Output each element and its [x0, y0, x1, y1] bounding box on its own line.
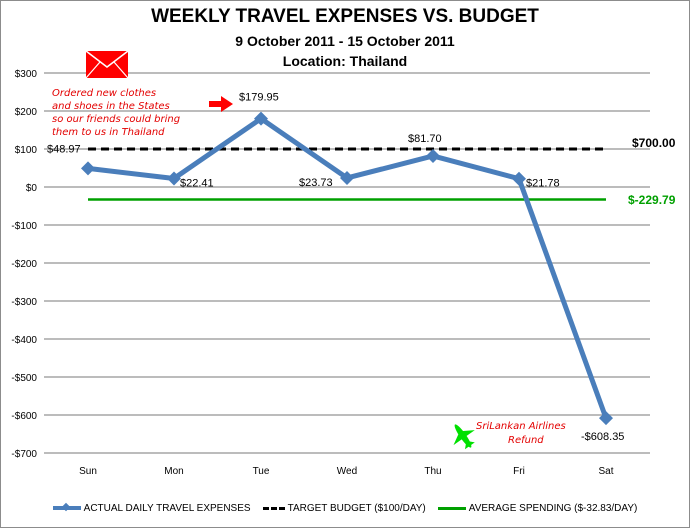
x-tick-label: Sun — [79, 466, 97, 477]
data-point-marker — [340, 170, 354, 185]
x-tick-label: Mon — [164, 466, 183, 477]
chart-title: WEEKLY TRAVEL EXPENSES VS. BUDGET — [151, 6, 539, 27]
legend-label-actual: ACTUAL DAILY TRAVEL EXPENSES — [83, 502, 251, 514]
data-point-marker — [81, 161, 95, 176]
legend-item-actual: ACTUAL DAILY TRAVEL EXPENSES — [52, 502, 251, 514]
chart-subtitle-location: Location: Thailand — [282, 53, 408, 69]
data-label: -$608.35 — [581, 431, 624, 443]
target-total-label: $700.00 — [632, 136, 676, 150]
y-tick-label: -$600 — [11, 411, 37, 422]
y-axis: $300 $200 $100 $0 -$100 -$200 -$300 -$400 -$500 -… — [11, 69, 37, 460]
data-point-marker — [599, 411, 613, 426]
gridlines — [44, 72, 650, 454]
y-tick-label: $300 — [15, 69, 38, 80]
data-point-marker — [426, 148, 440, 163]
refund-line-1: SriLankan Airlines — [476, 421, 566, 432]
y-tick-label: $0 — [26, 183, 38, 194]
data-label: $23.73 — [299, 177, 333, 189]
note-line-3: so our friends could bring — [52, 114, 180, 125]
legend-item-average: AVERAGE SPENDING ($-32.83/DAY) — [437, 502, 638, 514]
y-tick-label: -$700 — [11, 449, 37, 460]
data-point-marker — [167, 171, 181, 186]
data-label: $81.70 — [408, 133, 442, 145]
data-point-marker — [254, 111, 268, 126]
data-labels: $48.97 $22.41 $179.95 $23.73 $81.70 $21.78 -$6… — [47, 92, 624, 444]
average-line-swatch-icon — [437, 506, 466, 510]
legend: ACTUAL DAILY TRAVEL EXPENSES TARGET BUDG… — [0, 500, 690, 516]
actual-line-swatch-icon — [52, 506, 81, 510]
refund-line-2: Refund — [508, 435, 544, 446]
data-label: $21.78 — [526, 178, 560, 190]
data-label: $48.97 — [47, 143, 81, 155]
target-dashed-swatch-icon — [262, 506, 285, 510]
y-tick-label: -$400 — [11, 335, 37, 346]
actual-expenses-line — [87, 116, 609, 420]
y-tick-label: -$500 — [11, 373, 37, 384]
legend-label-target: TARGET BUDGET ($100/DAY) — [287, 502, 426, 514]
x-axis: Sun Mon Tue Wed Thu Fri Sat — [79, 466, 614, 477]
data-label: $179.95 — [239, 92, 279, 104]
y-tick-label: $100 — [15, 145, 38, 156]
saturday-annotation: SriLankan Airlines Refund — [476, 421, 566, 446]
y-tick-label: $200 — [15, 107, 38, 118]
envelope-icon — [85, 50, 129, 79]
chart-subtitle-dates: 9 October 2011 - 15 October 2011 — [235, 33, 455, 49]
x-tick-label: Tue — [253, 466, 270, 477]
note-line-4: them to us in Thailand — [52, 127, 165, 138]
tuesday-annotation: Ordered new clothes and shoes in the Sta… — [52, 88, 180, 138]
arrow-right-icon — [209, 96, 233, 112]
series-lines — [81, 111, 613, 426]
average-total-label: $-229.79 — [628, 193, 676, 207]
y-tick-label: -$300 — [11, 297, 37, 308]
data-label: $22.41 — [180, 177, 214, 189]
x-tick-label: Sat — [598, 466, 613, 477]
y-tick-label: -$200 — [11, 259, 37, 270]
y-tick-label: -$100 — [11, 221, 37, 232]
x-tick-label: Wed — [337, 466, 357, 477]
x-tick-label: Fri — [513, 466, 525, 477]
data-point-marker — [512, 171, 526, 186]
x-tick-label: Thu — [424, 466, 441, 477]
legend-label-average: AVERAGE SPENDING ($-32.83/DAY) — [468, 502, 638, 514]
note-line-1: Ordered new clothes — [52, 88, 156, 99]
note-line-2: and shoes in the States — [52, 101, 170, 112]
legend-item-target: TARGET BUDGET ($100/DAY) — [262, 502, 426, 514]
